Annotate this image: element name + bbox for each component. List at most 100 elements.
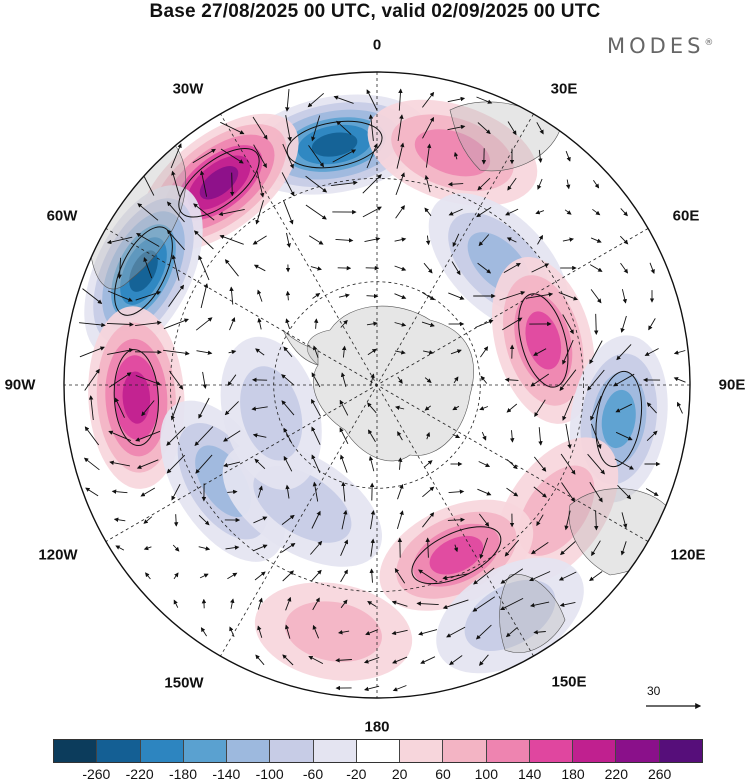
wind-vector [338, 630, 350, 635]
wind-vector [533, 629, 546, 635]
wind-vector [475, 319, 494, 328]
wind-vector [475, 624, 492, 640]
wind-vector [220, 148, 244, 164]
lon-label-120e: 120E [670, 546, 706, 564]
wind-vector [558, 571, 577, 581]
wind-vector [505, 627, 518, 638]
wind-vector [199, 573, 209, 579]
wind-vector [229, 317, 236, 331]
wind-vector [589, 340, 603, 365]
wind-vector [562, 395, 574, 421]
wind-vector [527, 292, 554, 299]
wind-vector [366, 293, 379, 299]
wind-vector [308, 145, 325, 168]
wind-vector [425, 431, 431, 440]
wind-vector [171, 483, 181, 501]
wind-vector [558, 291, 579, 301]
wind-vector [391, 629, 408, 636]
wind-vector [589, 264, 603, 272]
anomaly-level [518, 465, 595, 556]
wind-vector [416, 601, 439, 606]
wind-vector [397, 431, 403, 441]
wind-vector [367, 402, 377, 414]
wind-vector [362, 174, 382, 194]
wind-vector [331, 180, 358, 187]
wind-vector [531, 263, 550, 273]
wind-vector [229, 286, 234, 305]
contour-line [286, 120, 383, 169]
wind-vector [615, 431, 633, 441]
wind-vector [366, 89, 378, 111]
wind-vector [115, 545, 125, 551]
wind-vector [396, 510, 404, 530]
wind-vector [448, 292, 465, 300]
wind-vector [506, 403, 518, 413]
colorbar-swatch [616, 740, 660, 762]
wind-vector [227, 489, 238, 495]
wind-vector [253, 544, 268, 552]
anomaly-level [414, 129, 491, 177]
wind-vector [447, 96, 466, 103]
wind-vector [448, 208, 463, 216]
colorbar-tick-label: 220 [604, 766, 629, 782]
wind-vector [285, 290, 291, 301]
wind-vector [448, 489, 465, 494]
wind-vector [257, 597, 263, 610]
anomaly-level [464, 579, 556, 652]
colorbar-tick-label: -260 [82, 766, 111, 782]
wind-vector [305, 175, 328, 193]
wind-vector [476, 96, 493, 104]
wind-vector [397, 376, 403, 384]
wind-vector [312, 481, 319, 502]
wind-vector [252, 116, 268, 140]
wind-vector [228, 349, 237, 355]
lon-label-30w: 30W [172, 80, 204, 98]
anomaly-center [367, 99, 538, 206]
wind-vector [644, 348, 659, 356]
wind-vector [173, 599, 179, 608]
wind-vector [614, 458, 634, 470]
wind-vector [418, 569, 438, 583]
wind-vector [397, 457, 403, 470]
wind-vector [592, 208, 601, 216]
anomaly-level [601, 389, 636, 449]
wind-vector [257, 317, 262, 330]
wind-vector [283, 427, 293, 444]
wind-vector [257, 485, 263, 498]
wind-vector [424, 174, 431, 193]
wind-vector [447, 517, 465, 523]
wind-vector [370, 373, 375, 386]
wind-vector [613, 373, 635, 387]
wind-vector [166, 426, 186, 446]
wind-vector [311, 454, 321, 473]
wind-vector [193, 230, 214, 250]
wind-vector [423, 262, 433, 274]
wind-vector [79, 322, 106, 328]
wind-vector [506, 459, 518, 470]
wind-vector [442, 573, 469, 580]
colorbar-tick-label: 60 [435, 766, 451, 782]
wind-vector [335, 658, 352, 663]
wind-vector [509, 430, 515, 443]
wind-vector [223, 430, 241, 442]
anomaly-center [254, 582, 413, 681]
wind-vector [281, 374, 295, 386]
wind-vector [449, 655, 463, 666]
wind-vector [452, 405, 460, 411]
colorbar-swatch [573, 740, 617, 762]
wind-vector [198, 514, 210, 526]
wind-vector [366, 321, 378, 326]
wind-vector [559, 601, 576, 608]
wind-vector [312, 597, 320, 611]
wind-vector [676, 401, 683, 414]
wind-vector [504, 539, 520, 557]
wind-vector [561, 482, 576, 503]
wind-vector [593, 179, 600, 189]
wind-vector [282, 200, 294, 225]
wind-vector [285, 89, 290, 112]
wind-vector [114, 397, 125, 418]
wind-vector [282, 654, 294, 666]
modes-logo: MODES® [607, 34, 713, 58]
wind-vector [565, 150, 571, 162]
